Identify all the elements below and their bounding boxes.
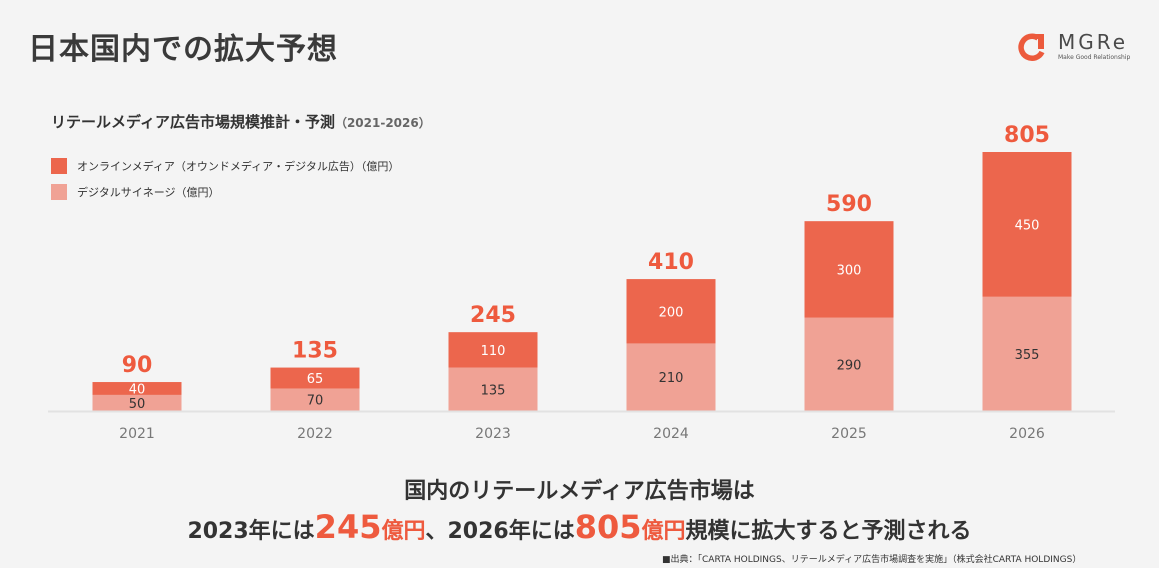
bar-signage-2024 xyxy=(626,343,716,411)
legend-swatch-online xyxy=(51,158,67,174)
summary-text-a: 2023年には xyxy=(187,519,315,544)
bar-online-2025 xyxy=(804,221,894,318)
bar-online-2024 xyxy=(626,279,716,344)
bar-signage-2025 xyxy=(804,317,894,411)
legend-label-online: オンラインメディア（オウンドメディア・デジタル広告）（億円） xyxy=(77,160,400,173)
data-label-signage-2024: 210 xyxy=(659,371,684,386)
data-label-online-2021: 40 xyxy=(129,382,146,397)
bar-online-2021 xyxy=(92,382,182,395)
data-label-online-2026: 450 xyxy=(1015,218,1040,233)
x-tick-label-2021: 2021 xyxy=(119,426,155,442)
chart-title-range: （2021-2026） xyxy=(334,116,431,130)
data-label-online-2023: 110 xyxy=(481,344,506,359)
legend-item-online: オンラインメディア（オウンドメディア・デジタル広告）（億円） xyxy=(51,153,399,179)
x-tick-label-2023: 2023 xyxy=(475,426,511,442)
chart-title-text: リテールメディア広告市場規模推計・予測 xyxy=(51,113,335,131)
x-tick-label-2022: 2022 xyxy=(297,426,333,442)
chart-title: リテールメディア広告市場規模推計・予測（2021-2026） xyxy=(51,111,431,132)
summary-text-b: 、2026年には xyxy=(425,519,575,544)
total-label-2026: 805 xyxy=(1004,123,1050,148)
data-label-signage-2025: 290 xyxy=(837,358,862,373)
data-label-signage-2023: 135 xyxy=(481,383,506,398)
data-label-signage-2022: 70 xyxy=(307,394,324,409)
source-citation: ■出典：「CARTA HOLDINGS、リテールメディア広告市場調査を実施」（株… xyxy=(662,555,1082,565)
x-tick-label-2025: 2025 xyxy=(831,426,867,442)
x-tick-label-2026: 2026 xyxy=(1009,426,1045,442)
summary-unit-2026: 億円 xyxy=(641,519,686,544)
bar-signage-2021 xyxy=(92,394,182,411)
legend-swatch-signage xyxy=(51,184,67,200)
legend-item-signage: デジタルサイネージ（億円） xyxy=(51,179,399,205)
bar-online-2023 xyxy=(448,332,538,368)
summary-highlight-2023: 245 xyxy=(314,508,382,546)
total-label-2022: 135 xyxy=(292,339,338,364)
legend-label-signage: デジタルサイネージ（億円） xyxy=(77,186,220,199)
page-title: 日本国内での拡大予想 xyxy=(28,32,338,67)
chart-legend: オンラインメディア（オウンドメディア・デジタル広告）（億円） デジタルサイネージ… xyxy=(51,153,399,205)
logo-text: MGRe xyxy=(1058,30,1129,54)
total-label-2021: 90 xyxy=(122,353,153,378)
data-label-signage-2026: 355 xyxy=(1015,348,1040,363)
mgre-logo: MGRe Make Good Relationship xyxy=(1018,30,1148,66)
data-label-online-2024: 200 xyxy=(659,305,684,320)
total-label-2025: 590 xyxy=(826,192,872,217)
data-label-online-2025: 300 xyxy=(837,263,862,278)
total-label-2023: 245 xyxy=(470,303,516,328)
summary-line1: 国内のリテールメディア広告市場は xyxy=(404,479,755,504)
summary-unit-2023: 億円 xyxy=(381,519,426,544)
total-label-2024: 410 xyxy=(648,250,694,275)
summary-highlight-2026: 805 xyxy=(574,508,642,546)
summary-line2: 2023年には245億円、2026年には805億円規模に拡大すると予測される xyxy=(0,508,1159,546)
data-label-signage-2021: 50 xyxy=(129,397,146,412)
bar-signage-2022 xyxy=(270,388,360,411)
bar-signage-2023 xyxy=(448,367,538,411)
bar-signage-2026 xyxy=(982,296,1072,411)
data-label-online-2022: 65 xyxy=(307,372,324,387)
x-tick-label-2024: 2024 xyxy=(653,426,689,442)
logo-tagline: Make Good Relationship xyxy=(1058,54,1131,61)
summary-text-c: 規模に拡大すると予測される xyxy=(685,519,972,544)
bar-online-2022 xyxy=(270,367,360,389)
logo-mark-icon xyxy=(1018,33,1045,61)
bar-online-2026 xyxy=(982,152,1072,297)
